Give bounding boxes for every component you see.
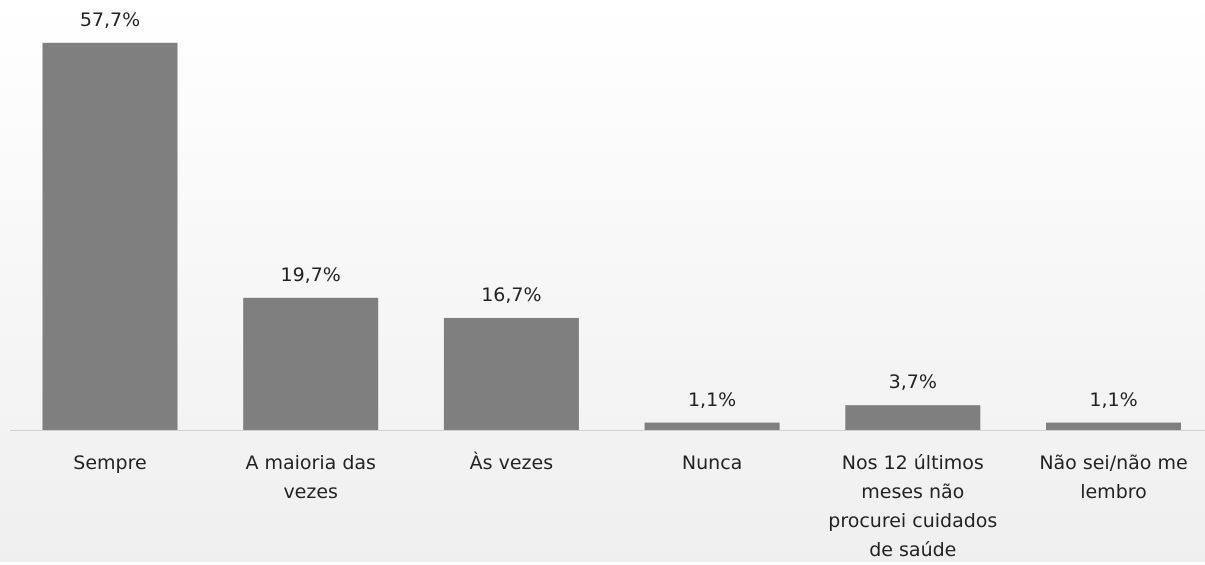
value-label: 1,1% [1089, 388, 1138, 411]
bar [1046, 422, 1181, 430]
value-label: 3,7% [888, 371, 937, 394]
bar [845, 405, 981, 430]
bar [443, 317, 579, 430]
x-tick-label: Às vezes [469, 452, 554, 474]
value-label: 57,7% [79, 8, 141, 31]
bar [644, 422, 780, 430]
x-tick-label: Sempre [73, 452, 147, 474]
value-label: 19,7% [280, 263, 341, 286]
value-label: 1,1% [687, 388, 737, 411]
bar [243, 297, 379, 430]
bar [42, 42, 178, 430]
x-tick-label: Nunca [681, 452, 743, 474]
x-tick-label: Não sei/não me lembro [1039, 452, 1188, 503]
value-label: 16,7% [481, 283, 542, 306]
x-tick-label: Nos 12 últimos meses não procurei cuidad… [828, 452, 998, 561]
x-tick-label: A maioria das vezes [245, 452, 376, 503]
